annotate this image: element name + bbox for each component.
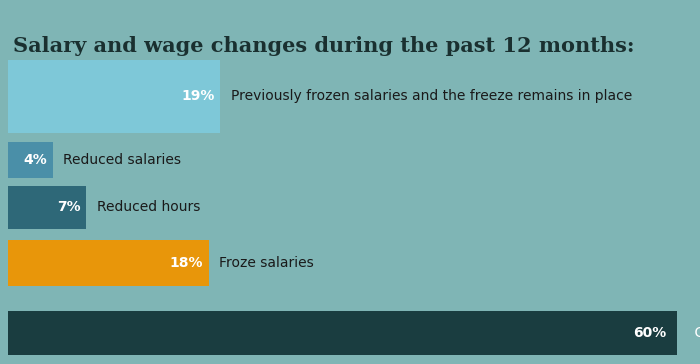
Text: Salary and wage changes during the past 12 months:: Salary and wage changes during the past … xyxy=(13,36,634,56)
Text: 19%: 19% xyxy=(181,90,214,103)
Bar xyxy=(8,60,220,133)
Bar xyxy=(8,186,86,229)
Text: Froze salaries: Froze salaries xyxy=(220,256,314,270)
Text: 4%: 4% xyxy=(24,153,48,167)
Text: Previously frozen salaries and the freeze remains in place: Previously frozen salaries and the freez… xyxy=(230,90,632,103)
Text: 7%: 7% xyxy=(57,201,80,214)
Bar xyxy=(8,311,677,355)
Bar xyxy=(8,240,209,286)
Text: Reduced salaries: Reduced salaries xyxy=(64,153,181,167)
Text: 18%: 18% xyxy=(170,256,203,270)
Text: Gave raises to employee(s): Gave raises to employee(s) xyxy=(677,326,700,340)
Text: Reduced hours: Reduced hours xyxy=(97,201,200,214)
Text: 60%: 60% xyxy=(633,326,666,340)
Bar xyxy=(8,142,53,178)
